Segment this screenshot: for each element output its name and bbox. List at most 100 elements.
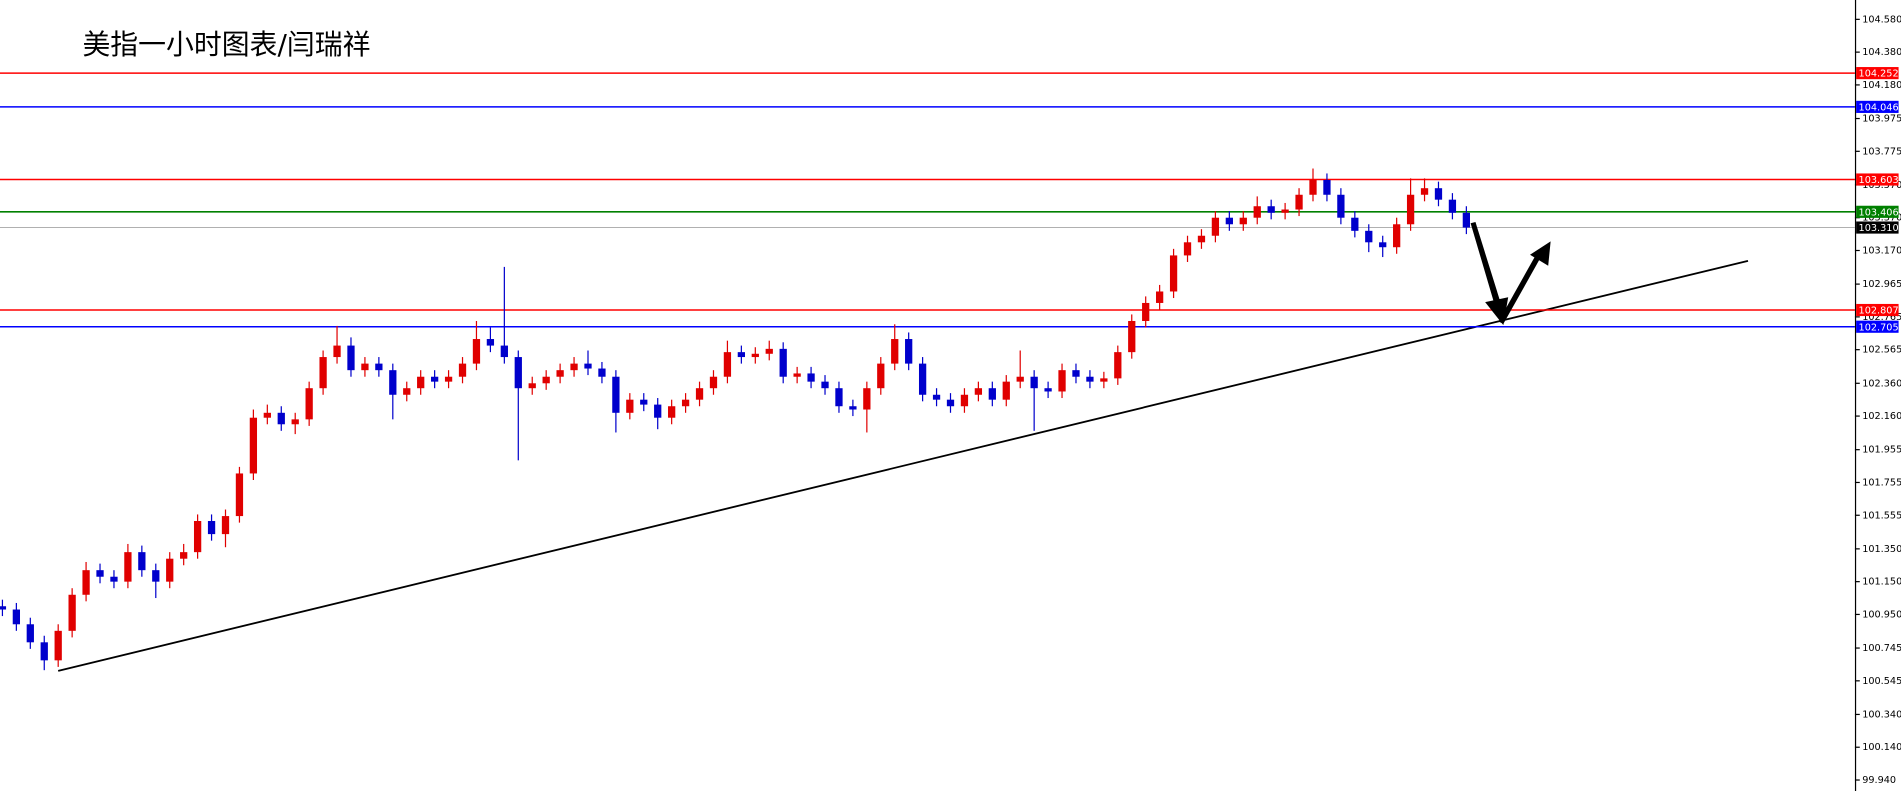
candle-body: [430, 376, 439, 382]
candle-body: [751, 353, 759, 358]
chart-title: 美指一小时图表/闫瑞祥: [82, 28, 370, 61]
level-label-box: [1856, 100, 1899, 113]
candle-body: [82, 570, 90, 595]
candle-body: [1351, 217, 1359, 231]
candle-body: [319, 357, 327, 389]
candle-body: [695, 388, 704, 400]
candle-body: [444, 376, 453, 382]
y-tick-label: 104.380: [1862, 47, 1901, 58]
candle-body: [68, 594, 76, 631]
level-label: 103.406: [1859, 207, 1899, 218]
candle-body: [54, 630, 62, 661]
arrow-up-head: [1530, 241, 1551, 266]
candle-body: [584, 363, 592, 369]
candle-body: [347, 345, 355, 371]
candle-body: [166, 558, 174, 582]
candle-body: [709, 376, 718, 389]
y-tick-label: 103.170: [1862, 245, 1901, 256]
candle-body: [765, 348, 773, 354]
candle-body: [877, 363, 885, 389]
y-tick-label: 101.555: [1862, 510, 1901, 521]
candle-body: [221, 516, 230, 535]
candle-body: [1128, 320, 1136, 353]
candle-body: [375, 363, 383, 371]
y-tick-label: 103.370: [1862, 213, 1901, 224]
level-label: 103.603: [1859, 175, 1899, 186]
y-tick-label: 100.545: [1862, 676, 1901, 687]
level-label-box: [1856, 303, 1899, 317]
arrow-down: [1470, 222, 1505, 318]
candle-body: [1281, 209, 1289, 213]
candle-body: [1002, 381, 1010, 400]
candle-body: [1044, 388, 1052, 392]
y-tick-label: 102.565: [1862, 345, 1901, 356]
trendline: [57, 259, 1749, 672]
candle-body: [681, 399, 690, 407]
candle-body: [612, 376, 620, 413]
candle-body: [821, 381, 829, 389]
candle-body: [403, 388, 411, 395]
candle-body: [235, 473, 244, 517]
candle-body: [1448, 199, 1457, 213]
candle-body: [988, 388, 996, 400]
candle-body: [668, 406, 676, 418]
candle-body: [1309, 180, 1317, 195]
candle-body: [472, 339, 481, 364]
y-tick-label: 102.765: [1862, 312, 1901, 323]
y-tick-label: 99.940: [1862, 775, 1896, 786]
candle-body: [654, 404, 662, 418]
candle-body: [263, 412, 271, 418]
candle-body: [138, 552, 146, 571]
candle-body: [1379, 242, 1387, 248]
y-tick-label: 100.340: [1862, 709, 1901, 720]
candle-body: [110, 576, 118, 582]
candle-body: [305, 388, 313, 420]
candle-body: [458, 363, 467, 377]
candle-body: [124, 552, 132, 582]
candle-body: [1337, 194, 1345, 218]
candle-body: [1030, 376, 1038, 389]
candle-body: [1393, 224, 1401, 248]
candle-body: [277, 412, 285, 425]
candle-body: [486, 339, 495, 346]
level-label: 103.310: [1859, 223, 1899, 234]
y-tick-label: 101.955: [1862, 445, 1901, 456]
y-tick-label: 102.360: [1862, 378, 1901, 389]
candle-body: [514, 357, 522, 389]
candle-body: [960, 394, 969, 407]
level-label-box: [1856, 320, 1899, 333]
arrow-up: [1498, 252, 1543, 324]
candle-body: [542, 376, 550, 384]
candle-body: [946, 399, 955, 407]
candle-body: [0, 606, 7, 610]
y-tick-label: 101.350: [1862, 544, 1901, 555]
candle-body: [333, 345, 341, 358]
candle-body: [180, 552, 188, 559]
candle-body: [598, 368, 606, 377]
level-label-box: [1856, 173, 1899, 186]
candle-body: [807, 373, 815, 382]
candle-body: [1211, 217, 1220, 236]
candle-body: [932, 394, 941, 400]
candle-body: [974, 388, 983, 395]
candle-body: [1142, 302, 1150, 321]
level-label: 102.705: [1859, 322, 1899, 333]
y-tick-label: 103.975: [1862, 114, 1901, 125]
y-tick-label: 101.150: [1862, 577, 1901, 588]
candle-body: [1462, 212, 1471, 228]
candle-body: [918, 363, 927, 395]
candle-body: [1114, 352, 1122, 379]
candle-body: [389, 370, 397, 395]
y-tick-label: 104.580: [1862, 14, 1901, 25]
level-label-box: [1856, 205, 1899, 218]
candle-body: [26, 624, 34, 643]
y-tick-label: 100.745: [1862, 643, 1901, 654]
candle-body: [96, 570, 104, 577]
level-label: 104.252: [1859, 69, 1899, 80]
candle-body: [1058, 370, 1066, 392]
candle-body: [556, 370, 564, 377]
candle-body: [152, 570, 160, 582]
candle-body: [1183, 242, 1192, 256]
